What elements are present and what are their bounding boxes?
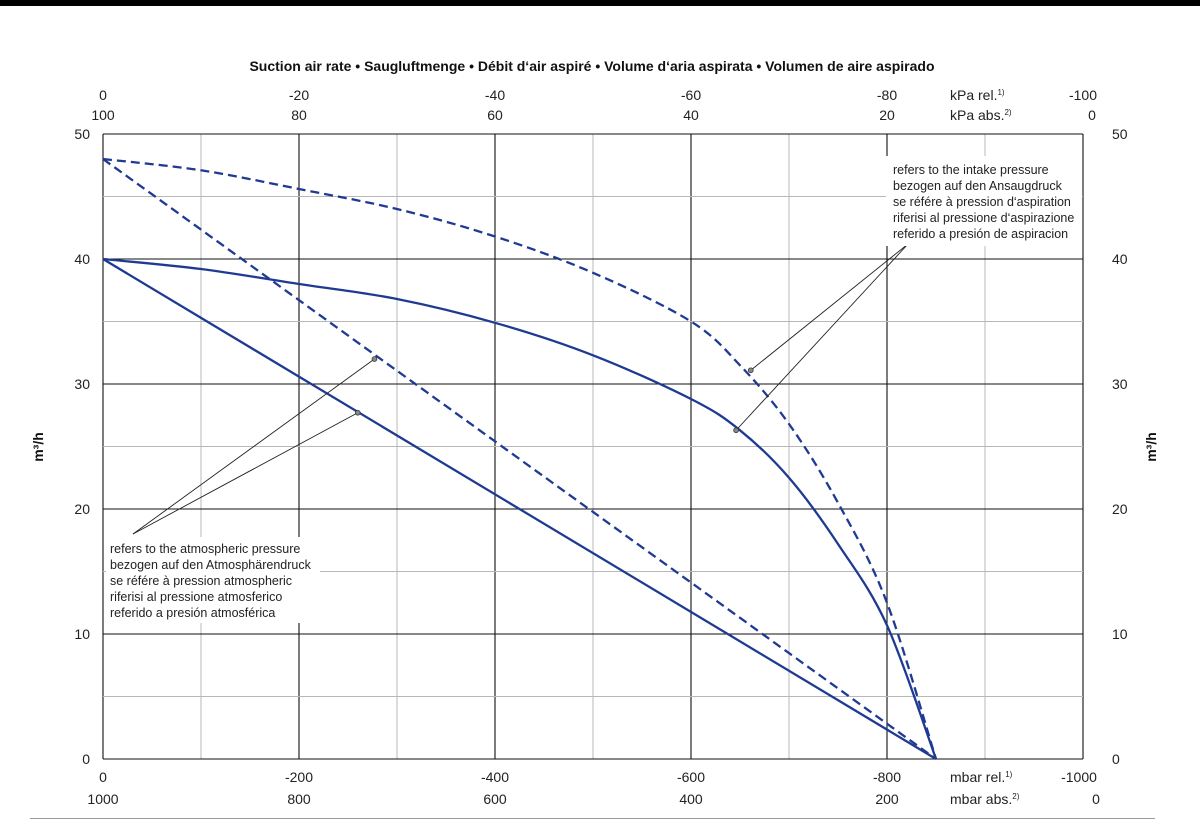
- bottom-abs-tick: 200: [875, 791, 899, 807]
- bottom-abs-tick: 0: [1092, 791, 1100, 807]
- series-atmospheric-solid: [102, 258, 937, 760]
- y-tick-right: 20: [1112, 501, 1128, 517]
- atmospheric-note-line-3: se référe à pression atmospheric: [110, 574, 292, 588]
- series-intake-solid: [102, 257, 938, 760]
- series-atmospheric-dashed: [102, 158, 937, 760]
- top-rel-tick: -60: [681, 87, 701, 103]
- leader-line: [132, 412, 359, 535]
- bottom-rel-tick: -200: [285, 769, 313, 785]
- series-intake-dashed: [102, 157, 938, 760]
- bottom-rel-tick: 0: [99, 769, 107, 785]
- y-tick-left: 30: [74, 376, 90, 392]
- y-tick-left: 0: [82, 751, 90, 767]
- top-border-bar: [0, 0, 1200, 6]
- y-tick-left: 40: [74, 251, 90, 267]
- leader-line: [132, 358, 375, 535]
- intake-note-box: [886, 156, 1082, 246]
- curves: [102, 157, 938, 760]
- top-rel-tick: -20: [289, 87, 309, 103]
- curve-marker: [733, 427, 739, 434]
- bottom-abs-tick: 1000: [87, 791, 118, 807]
- bottom-rel-tick: -1000: [1061, 769, 1097, 785]
- y-tick-right: 50: [1112, 126, 1128, 142]
- y-axis-label-right: m³/h: [1143, 432, 1159, 462]
- chart-title: Suction air rate • Saugluftmenge • Débit…: [249, 58, 934, 74]
- curve-marker: [354, 409, 361, 416]
- y-tick-right: 0: [1112, 751, 1120, 767]
- curve-markers: [354, 356, 754, 434]
- top-rel-tick: -40: [485, 87, 505, 103]
- bottom-unit-rel: mbar rel.1): [950, 769, 1013, 785]
- bottom-abs-tick: 600: [483, 791, 507, 807]
- bottom-abs-tick: 800: [287, 791, 311, 807]
- atmospheric-note-line-4: riferisi al pressione atmosferico: [110, 590, 282, 604]
- annotation-leaders: [132, 243, 909, 535]
- y-tick-right: 30: [1112, 376, 1128, 392]
- y-tick-left: 50: [74, 126, 90, 142]
- intake-note-line-5: referido a presión de aspiracion: [893, 227, 1068, 241]
- curve-marker: [371, 356, 378, 362]
- top-abs-tick: 80: [291, 107, 307, 123]
- bottom-rel-tick: -400: [481, 769, 509, 785]
- top-unit-rel: kPa rel.1): [950, 87, 1005, 103]
- bottom-rel-tick: -600: [677, 769, 705, 785]
- y-axis-label-left: m³/h: [30, 432, 46, 462]
- top-rel-tick: -100: [1069, 87, 1097, 103]
- top-unit-abs: kPa abs.2): [950, 107, 1012, 123]
- intake-note-line-1: refers to the intake pressure: [893, 163, 1049, 177]
- top-rel-tick: 0: [99, 87, 107, 103]
- leader-line: [735, 243, 909, 431]
- top-rel-tick: -80: [877, 87, 897, 103]
- top-abs-tick: 20: [879, 107, 895, 123]
- bottom-unit-abs: mbar abs.2): [950, 791, 1020, 807]
- leader-line: [750, 243, 909, 371]
- intake-note-line-4: riferisi al pressione d‘aspirazione: [893, 211, 1074, 225]
- y-tick-left: 20: [74, 501, 90, 517]
- intake-note-line-3: se référe à pression d‘aspiration: [893, 195, 1071, 209]
- top-abs-tick: 40: [683, 107, 699, 123]
- top-abs-tick: 100: [91, 107, 115, 123]
- y-tick-right: 40: [1112, 251, 1128, 267]
- bottom-abs-tick: 400: [679, 791, 703, 807]
- top-abs-tick: 60: [487, 107, 503, 123]
- bottom-rel-tick: -800: [873, 769, 901, 785]
- intake-note-line-2: bezogen auf den Ansaugdruck: [893, 179, 1063, 193]
- atmospheric-note-box: [106, 537, 320, 623]
- y-tick-left: 10: [74, 626, 90, 642]
- top-abs-tick: 0: [1088, 107, 1096, 123]
- atmospheric-note-line-5: referido a presión atmosférica: [110, 606, 275, 620]
- atmospheric-note-line-1: refers to the atmospheric pressure: [110, 542, 300, 556]
- atmospheric-note-line-2: bezogen auf den Atmosphärendruck: [110, 558, 312, 572]
- curve-marker: [747, 367, 754, 374]
- bottom-rule: [30, 818, 1155, 819]
- y-tick-right: 10: [1112, 626, 1128, 642]
